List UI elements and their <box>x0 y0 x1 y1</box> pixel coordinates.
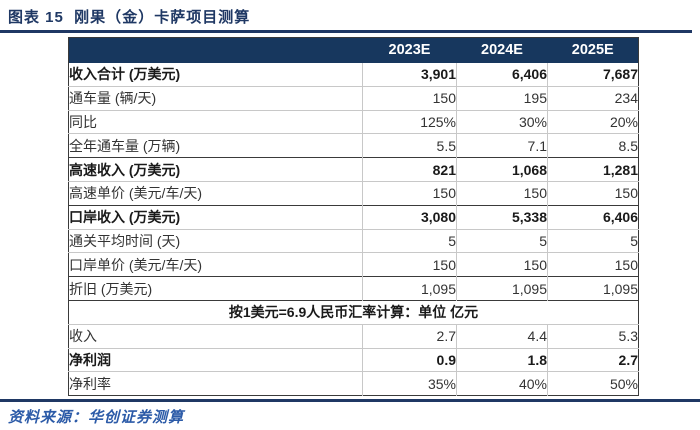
table-row: 净利润 0.9 1.8 2.7 <box>68 347 639 372</box>
caption-divider-rule <box>0 30 692 33</box>
cell-value: 5,338 <box>456 204 548 230</box>
cell-value: 6,406 <box>547 204 639 230</box>
row-label: 同比 <box>68 109 363 134</box>
row-label: 口岸收入 (万美元) <box>68 204 363 230</box>
cell-value: 0.9 <box>362 347 457 372</box>
table-row: 收入合计 (万美元) 3,901 6,406 7,687 <box>69 62 639 87</box>
cell-value: 5.3 <box>547 323 639 349</box>
cell-value: 1,095 <box>362 276 457 301</box>
cell-value: 821 <box>362 157 457 182</box>
header-cell-year: 2024E <box>456 37 548 63</box>
cell-value: 125% <box>362 109 457 134</box>
cell-value: 1.8 <box>456 347 548 372</box>
cell-value: 5 <box>362 228 457 253</box>
row-label: 收入 <box>68 323 363 349</box>
table-row: 同比 125% 30% 20% <box>68 109 639 134</box>
cell-value: 8.5 <box>547 133 639 158</box>
table-row: 通关平均时间 (天) 5 5 5 <box>68 228 639 253</box>
header-cell-blank <box>68 37 363 63</box>
cell-value: 150 <box>547 252 639 277</box>
cell-value: 50% <box>547 371 639 396</box>
cell-value: 150 <box>547 180 639 206</box>
cell-value: 150 <box>456 252 548 277</box>
table-body: 收入合计 (万美元) 3,901 6,406 7,687 通车量 (辆/天) 150 195… <box>68 62 639 396</box>
table-row: 口岸收入 (万美元) 3,080 5,338 6,406 <box>68 204 639 230</box>
cell-value: 2.7 <box>362 323 457 349</box>
cell-value: 150 <box>362 85 457 111</box>
cell-value: 1,095 <box>547 276 639 301</box>
table-header-row: 2023E 2024E 2025E <box>68 37 639 63</box>
cell-value: 3,901 <box>362 62 457 87</box>
table-row: 收入 2.7 4.4 5.3 <box>68 323 639 349</box>
row-label: 高速收入 (万美元) <box>68 157 363 182</box>
cell-value: 1,095 <box>456 276 548 301</box>
table-row: 折旧 (万美元) 1,095 1,095 1,095 <box>68 276 639 301</box>
cell-value: 5 <box>547 228 639 253</box>
row-label: 通关平均时间 (天) <box>68 228 363 253</box>
cell-value: 6,406 <box>456 62 548 87</box>
table-row: 全年通车量 (万辆) 5.5 7.1 8.5 <box>68 133 639 158</box>
cell-value: 35% <box>362 371 457 396</box>
cell-value: 150 <box>456 180 548 206</box>
row-label: 收入合计 (万美元) <box>69 66 181 83</box>
row-label: 净利润 <box>68 347 363 372</box>
header-cell-year: 2025E <box>547 37 639 63</box>
cell-value: 234 <box>547 85 639 111</box>
bottom-divider-rule <box>0 399 700 402</box>
cell-value: 5 <box>456 228 548 253</box>
cell-value: 30% <box>456 109 548 134</box>
data-source-note: 资料来源：华创证券测算 <box>8 410 185 426</box>
cell-value: 7,687 <box>547 62 639 87</box>
cell-value: 40% <box>456 371 548 396</box>
cell-value: 150 <box>362 180 457 206</box>
cell-value: 1,068 <box>456 157 548 182</box>
row-label: 口岸单价 (美元/车/天) <box>68 252 363 277</box>
row-label: 折旧 (万美元) <box>68 276 363 301</box>
cell-value: 5.5 <box>362 133 457 158</box>
row-label: 通车量 (辆/天) <box>68 85 363 111</box>
cell-value: 3,080 <box>362 204 457 230</box>
cell-value: 7.1 <box>456 133 548 158</box>
cell-value: 1,281 <box>547 157 639 182</box>
table-row: 口岸单价 (美元/车/天) 150 150 150 <box>68 252 639 277</box>
row-label: 全年通车量 (万辆) <box>68 133 363 158</box>
table-row: 按1美元=6.9人民币汇率计算：单位 亿元 <box>68 299 639 325</box>
cell-value: 150 <box>362 252 457 277</box>
cell-value: 195 <box>456 85 548 111</box>
header-cell-year: 2023E <box>362 37 457 63</box>
table-row: 净利率 35% 40% 50% <box>68 371 639 396</box>
table-row: 高速收入 (万美元) 821 1,068 1,281 <box>68 157 639 182</box>
row-label: 高速单价 (美元/车/天) <box>68 180 363 206</box>
table-row: 高速单价 (美元/车/天) 150 150 150 <box>68 180 639 206</box>
row-label: 净利率 <box>68 371 363 396</box>
project-calculation-table: 2023E 2024E 2025E 收入合计 (万美元) 3,901 6,406 7,68… <box>68 37 639 397</box>
cell-value: 2.7 <box>547 347 639 372</box>
table-row: 通车量 (辆/天) 150 195 234 <box>68 85 639 111</box>
figure-caption: 图表 15 刚果（金）卡萨项目测算 <box>8 9 251 26</box>
cell-value: 20% <box>547 109 639 134</box>
exchange-rate-band: 按1美元=6.9人民币汇率计算：单位 亿元 <box>68 299 639 325</box>
cell-value: 4.4 <box>456 323 548 349</box>
